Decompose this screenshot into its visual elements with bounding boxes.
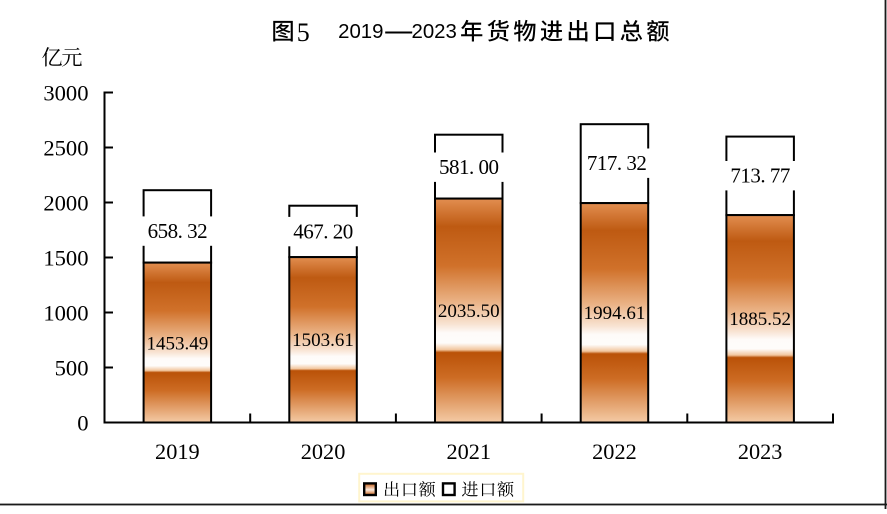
svg-text:500: 500 bbox=[55, 355, 89, 380]
svg-text:1885.52: 1885.52 bbox=[729, 309, 791, 330]
svg-text:1453.49: 1453.49 bbox=[146, 333, 208, 354]
svg-text:658. 32: 658. 32 bbox=[148, 219, 208, 243]
svg-text:1500: 1500 bbox=[43, 245, 88, 270]
svg-text:2000: 2000 bbox=[43, 190, 88, 215]
svg-text:1503.61: 1503.61 bbox=[292, 330, 354, 351]
svg-text:5: 5 bbox=[297, 18, 310, 47]
svg-text:2035.50: 2035.50 bbox=[438, 301, 500, 322]
svg-text:2023: 2023 bbox=[412, 21, 457, 43]
svg-text:3000: 3000 bbox=[43, 80, 88, 105]
svg-text:2021: 2021 bbox=[446, 439, 491, 464]
svg-text:2500: 2500 bbox=[43, 135, 88, 160]
svg-text:713. 77: 713. 77 bbox=[730, 164, 790, 188]
svg-text:2020: 2020 bbox=[301, 439, 346, 464]
svg-text:717. 32: 717. 32 bbox=[587, 151, 647, 175]
svg-text:2023: 2023 bbox=[738, 439, 783, 464]
svg-text:581. 00: 581. 00 bbox=[439, 155, 499, 179]
svg-text:2019: 2019 bbox=[338, 21, 383, 43]
svg-text:2019: 2019 bbox=[155, 439, 200, 464]
svg-text:467. 20: 467. 20 bbox=[293, 220, 353, 244]
svg-text:1000: 1000 bbox=[43, 300, 88, 325]
svg-text:2022: 2022 bbox=[592, 439, 637, 464]
svg-text:1994.61: 1994.61 bbox=[584, 303, 646, 324]
svg-text:0: 0 bbox=[77, 410, 88, 435]
